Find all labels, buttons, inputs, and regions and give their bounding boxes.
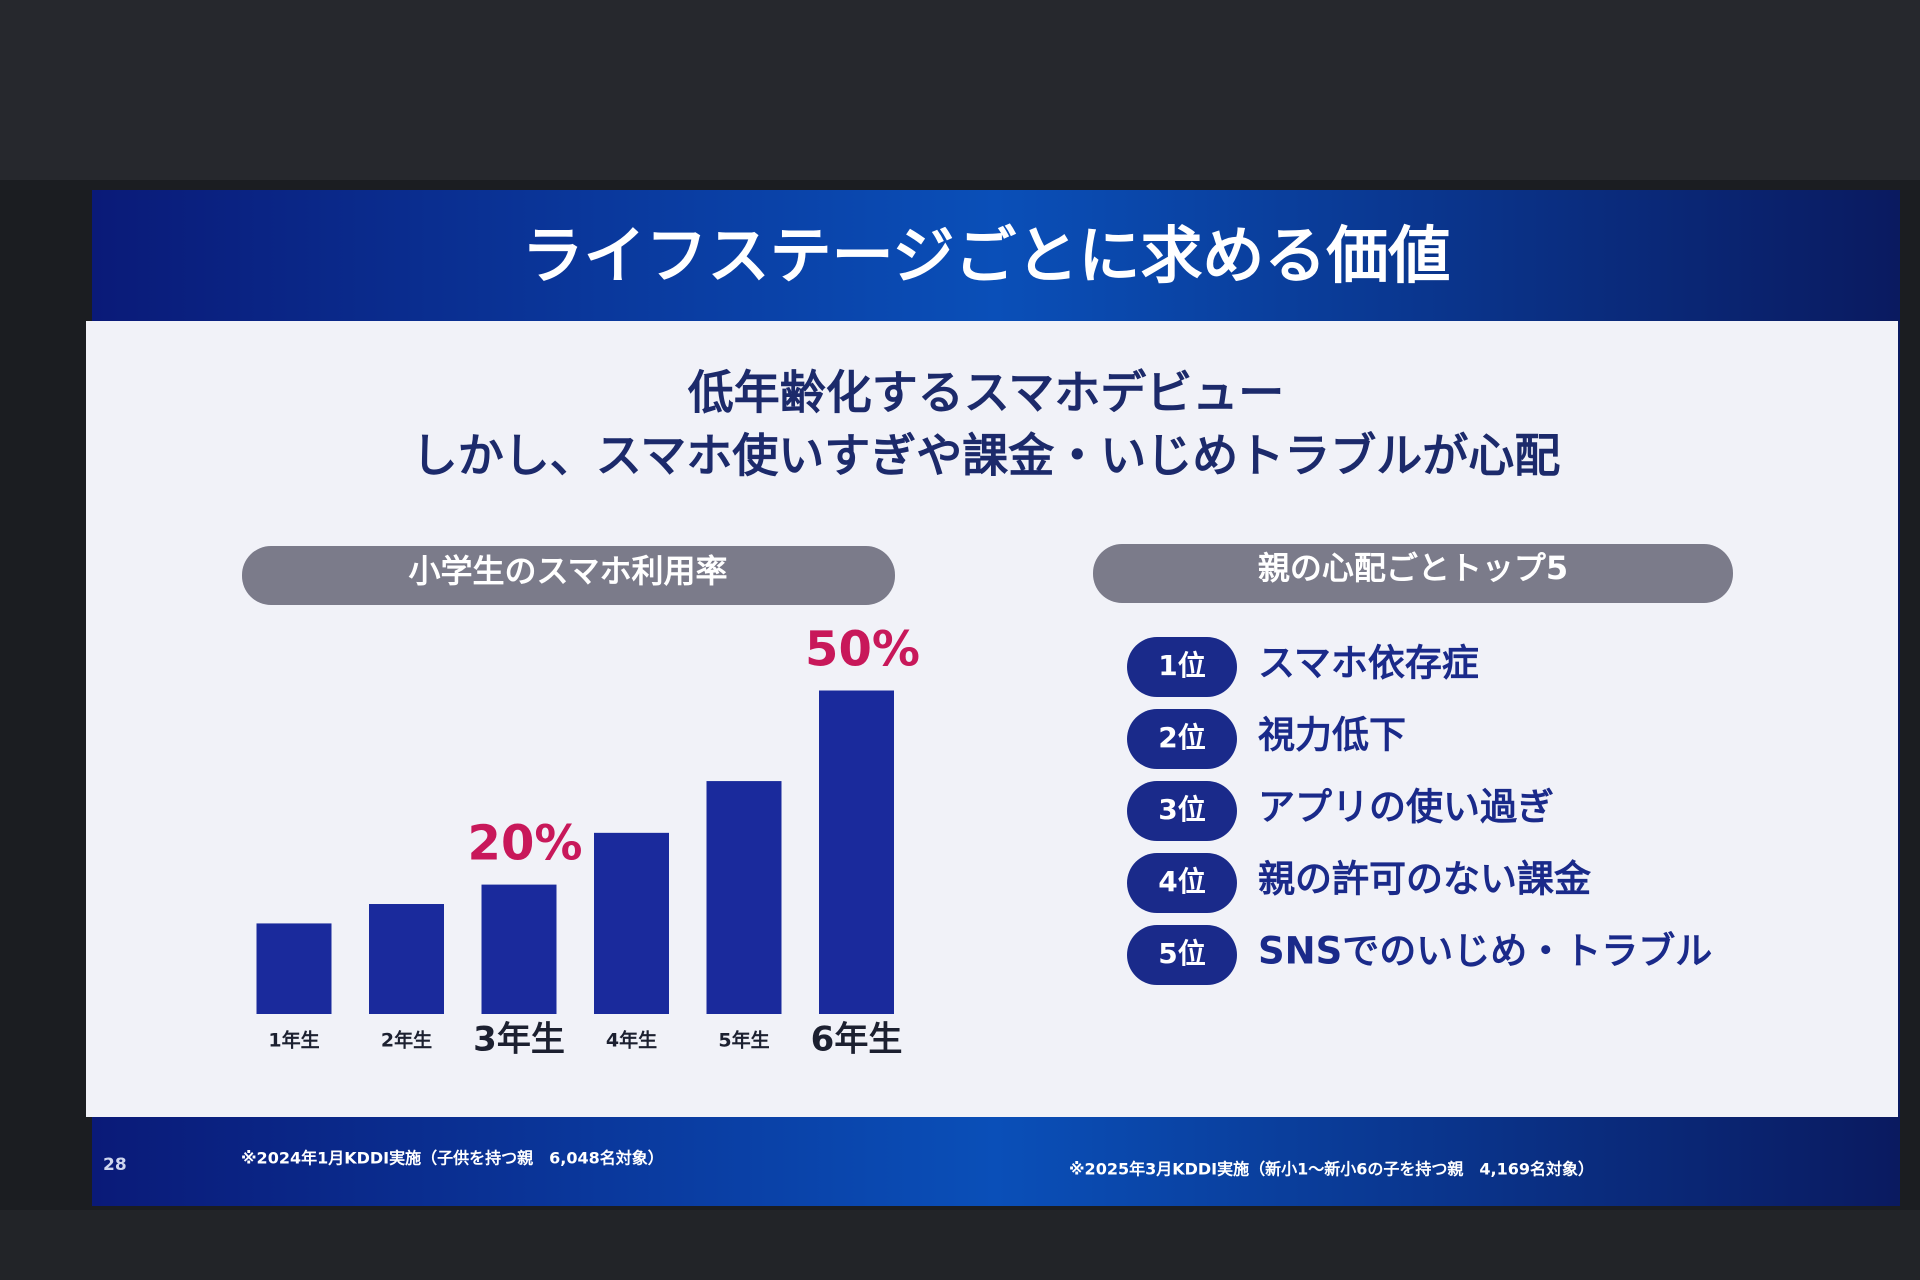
bar: [706, 781, 782, 1014]
bar: [594, 832, 669, 1014]
slide-title: ライフステージごとに求める価値: [522, 219, 1451, 292]
bar: [819, 690, 894, 1014]
rank-badge: [1127, 853, 1237, 913]
chart-title: 小学生のスマホ利用率: [408, 552, 727, 590]
rank-number: 3位: [1158, 793, 1205, 826]
value-label: 20%: [468, 816, 583, 872]
list-header: [1093, 544, 1733, 603]
value-label: 50%: [805, 622, 920, 678]
x-tick-label: 5年生: [718, 1029, 769, 1052]
bar: [369, 904, 444, 1014]
rank-item: SNSでのいじめ・トラブル: [1258, 930, 1712, 973]
footnote: ※2024年1月KDDI実施（子供を持つ親 6,048名対象）: [241, 1149, 664, 1168]
rank-number: 2位: [1158, 721, 1205, 754]
subtitle: しかし、スマホ使いすぎや課金・いじめトラブルが心配: [412, 429, 1561, 483]
page-number: 28: [103, 1155, 127, 1175]
rank-badge: [1127, 637, 1237, 697]
x-tick-label: 4年生: [606, 1029, 657, 1052]
rank-number: 4位: [1158, 865, 1205, 898]
rank-badge: [1127, 709, 1237, 769]
rank-item: スマホ依存症: [1258, 642, 1479, 685]
ceiling: [0, 0, 1920, 180]
rank-item: 視力低下: [1258, 714, 1406, 757]
x-tick-label: 3年生: [473, 1020, 565, 1060]
list-title: 親の心配ごとトップ5: [1258, 549, 1568, 587]
x-tick-label: 1年生: [268, 1029, 319, 1052]
x-tick-label: 2年生: [381, 1029, 432, 1052]
bar: [256, 923, 332, 1014]
footnote: ※2025年3月KDDI実施（新小1〜新小6の子を持つ親 4,169名対象）: [1069, 1160, 1594, 1179]
rank-item: 親の許可のない課金: [1258, 858, 1592, 901]
floor-wall: [0, 1210, 1920, 1280]
rank-number: 1位: [1158, 649, 1205, 682]
bar: [481, 884, 557, 1014]
rank-number: 5位: [1158, 937, 1205, 970]
x-tick-label: 6年生: [811, 1020, 903, 1060]
rank-item: アプリの使い過ぎ: [1258, 786, 1554, 829]
rank-badge: [1127, 925, 1237, 985]
rank-badge: [1127, 781, 1237, 841]
chart-header: [242, 546, 895, 605]
subtitle: 低年齢化するスマホデビュー: [688, 366, 1285, 420]
